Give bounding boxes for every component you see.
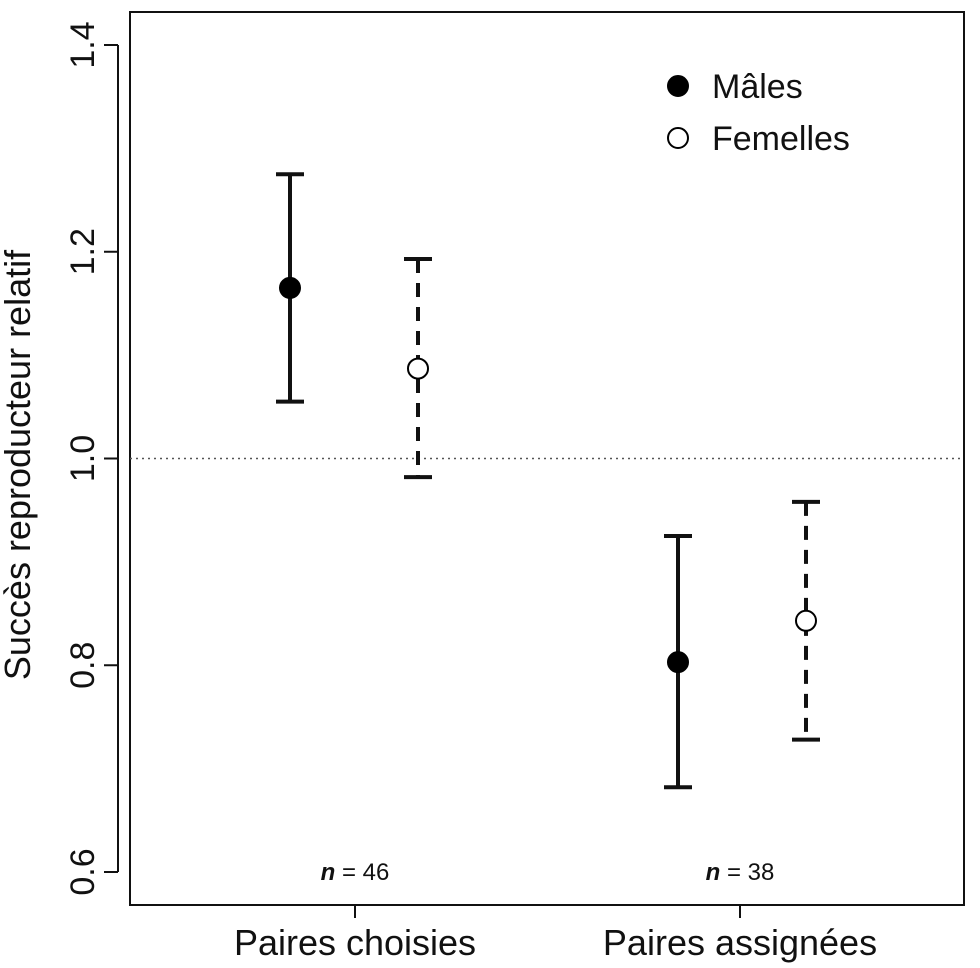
legend: Mâles Femelles [667, 68, 850, 158]
y-tick-label: 1.0 [64, 435, 102, 482]
chart-marks [276, 172, 820, 790]
legend-label: Femelles [712, 120, 850, 158]
legend-label: Mâles [712, 68, 803, 106]
sample-size-label: n = 38 [706, 859, 775, 886]
y-tick-label: 1.4 [64, 21, 102, 68]
legend-marker [667, 75, 689, 97]
x-axis: Paires choisies Paires assignées [234, 905, 877, 963]
y-tick-label: 0.6 [64, 848, 102, 895]
y-tick-label: 0.8 [64, 642, 102, 689]
data-point-females [795, 609, 817, 632]
sample-size-label: n = 46 [321, 859, 390, 886]
y-tick-label: 1.2 [64, 228, 102, 275]
x-tick-label: Paires assignées [603, 922, 877, 963]
error-bar-group [404, 256, 432, 480]
y-axis-label: Succès reproducteur relatif [0, 249, 38, 680]
sample-size-labels: n = 46 n = 38 [321, 859, 775, 886]
data-point-males [667, 651, 689, 674]
data-point-females [407, 357, 429, 380]
error-bar-group [276, 172, 304, 404]
data-point-males [279, 276, 301, 299]
y-axis: 0.6 0.8 1.0 1.2 1.4 [64, 21, 119, 896]
error-bar-group [664, 534, 692, 790]
error-bar-group [792, 499, 820, 742]
legend-marker [667, 127, 689, 149]
x-tick-label: Paires choisies [234, 922, 476, 963]
